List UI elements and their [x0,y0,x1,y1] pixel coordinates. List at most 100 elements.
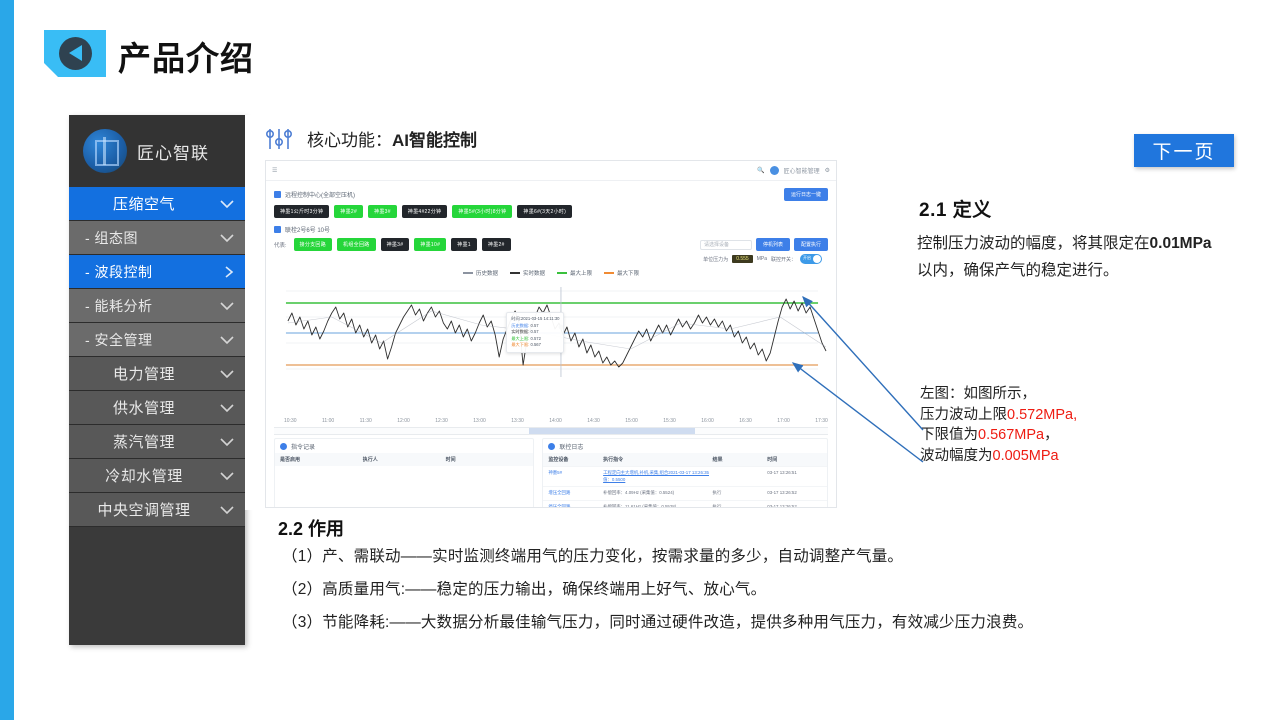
circuit-chip[interactable]: 机组全回路 [337,238,376,251]
sidebar-item-hvac-management[interactable]: 中央空调管理 [69,493,245,527]
topbar-user: 匠心智能管理 [783,169,820,175]
device-filter-select[interactable]: 请选择设备 [699,239,752,250]
legend-item[interactable]: 最大上限 [557,269,592,277]
command-record-header: 是否启用 执行人 时间 [275,453,534,466]
sidebar-item-energy-analysis[interactable]: - 能耗分析 [69,289,245,323]
record-marker-icon [280,443,287,450]
left-accent-bar [0,0,14,720]
run-log-button[interactable]: 运行日志一键 [783,188,828,201]
sidebar-item-safety-management[interactable]: - 安全管理 [69,323,245,357]
section-2-controls: 请选择设备 停机列表 配置执行 [699,238,828,251]
column-header: 结果 [712,457,723,463]
tooltip-key: 实时数据: [511,329,530,334]
sidebar-item-label: 电力管理 [112,366,175,383]
section-1-title-text: 远程控制中心(全部空压机) [285,193,355,199]
unit-pressure-unit: MPa [756,256,767,262]
sidebar-item-power-management[interactable]: 电力管理 [69,357,245,391]
cell-result: 执行 [712,503,722,508]
legend-item[interactable]: 历史数据 [462,269,498,277]
table-row[interactable]: 停压全回路 补偿回率：11.61Hz (采集值：0.5528) 执行 03-17… [543,499,827,508]
column-header: 执行指令 [603,457,624,463]
tooltip-key: 历史数据: [511,322,530,328]
x-tick: 16:00 [701,418,714,424]
sidebar-item-steam-management[interactable]: 蒸汽管理 [69,425,245,459]
search-icon[interactable]: 🔍 [757,168,765,174]
circuit-chip[interactable]: 神墨2# [481,238,511,251]
cell-time: 03-17 13:26:52 [767,503,797,508]
unit-pressure-meta: 单位压力为 0.555 MPa 联控开关： 开启 [274,251,828,264]
x-tick: 13:30 [511,418,524,424]
column-header: 时间 [445,457,456,463]
legend-item[interactable]: 实时数据 [509,269,545,277]
x-tick: 12:00 [397,418,410,424]
tooltip-value: 0.57 [530,329,539,334]
gear-icon[interactable]: ⚙ [824,168,830,174]
device-chip[interactable]: 神墨4#22分钟 [401,205,448,218]
sidebar-item-band-control[interactable]: - 波段控制 [69,255,245,289]
column-header: 时间 [767,457,778,463]
chevron-right-icon [223,265,235,279]
sidebar-item-water-supply-management[interactable]: 供水管理 [69,391,245,425]
chevron-down-icon [219,369,235,379]
note-line-1: 左图：如图所示， [920,386,1036,402]
device-chip[interactable]: 神墨5#(3小时)8分钟 [452,205,513,218]
pressure-chart: 历史数据 实时数据 最大上限 最大下限 [272,267,830,417]
section-2-title: 联栓2号6号 10号 [274,225,828,234]
sidebar-item-compressed-air[interactable]: 压缩空气 [69,187,245,221]
config-execute-button[interactable]: 配置执行 [793,238,828,251]
sidebar-item-label: 蒸汽管理 [112,434,175,451]
tooltip-key: 最大下限: [511,342,530,347]
x-tick: 10:30 [284,418,297,424]
sidebar-item-cooling-water-management[interactable]: 冷却水管理 [69,459,245,493]
next-page-button[interactable]: 下一页 [1134,134,1234,167]
chart-range-slider[interactable] [274,427,828,435]
x-tick: 15:00 [625,418,638,424]
cell-command: 补偿回率：4.09Hz (采集值：0.5524) [603,490,675,496]
link-log-table: 联控日志 监控设备 执行指令 结果 时间 神墨5# 工程定向主大增机,补机,采集… [542,438,828,508]
column-header: 是否启用 [280,457,301,463]
dashboard-tables: 指令记录 是否启用 执行人 时间 联控日志 监控设备 执行指令 结果 时间 [266,435,836,508]
sidebar-menu: 压缩空气 - 组态图 - 波段控制 - 能耗分析 [69,187,245,527]
note-line-3-suffix: ， [1044,427,1059,444]
link-switch-toggle[interactable]: 开启 [800,254,822,264]
list-item: （3）节能降耗:——大数据分析最佳输气压力，同时通过硬件改造，提供多种用气压力，… [282,614,1034,632]
unit-pressure-value: 0.555 [732,255,753,263]
device-chip[interactable]: 神墨1公斤时3分钟 [274,205,330,218]
note-line-4-value: 0.005MPa [992,447,1059,464]
circuit-chip[interactable]: 神墨3# [380,238,410,251]
legend-label: 最大下限 [617,271,640,277]
avatar[interactable] [769,166,779,175]
chart-range-selection[interactable] [528,428,696,434]
unit-pressure-label: 单位压力为 [703,256,729,263]
menu-icon[interactable]: ☰ [272,168,278,174]
circuit-chip[interactable]: 接分支回路 [293,238,333,251]
cell-device: 增压全回路 [548,490,571,496]
section-2-2-list: （1）产、需联动——实时监测终端用气的压力变化，按需求量的多少，自动调整产气量。… [282,545,1222,644]
device-chip[interactable]: 神墨2# [334,205,364,218]
table-row[interactable]: 神墨5# 工程定向主大增机,补机,采集,组合2021-03-17 13:26:3… [543,466,827,486]
stop-list-button[interactable]: 停机列表 [755,238,790,251]
circuit-chip[interactable]: 神墨10# [414,238,447,251]
section-2-1-heading: 2.1 定义 [919,200,992,221]
device-chip[interactable]: 神墨3# [368,205,397,218]
section-marker-icon [274,191,281,198]
cell-result [713,470,768,483]
circuit-chip[interactable]: 神墨1 [451,238,477,251]
title-badge-icon [44,30,106,77]
x-tick: 15:30 [663,418,676,424]
device-chip[interactable]: 神墨6#(3天2小时) [517,205,573,218]
chart-tooltip: 时间:2021-03-15 14:11:30 历史数据: 0.57 实时数据: … [506,312,565,353]
table-row[interactable]: 增压全回路 补偿回率：4.09Hz (采集值：0.5524) 执行 03-17 … [543,486,827,500]
x-tick: 13:00 [473,418,486,424]
x-tick: 11:30 [359,418,372,424]
legend-item[interactable]: 最大下限 [604,269,639,277]
brand-name: 匠心智联 [137,143,209,163]
column-header: 执行人 [362,457,378,463]
link-log-header: 监控设备 执行指令 结果 时间 [543,453,827,466]
chevron-down-icon [219,335,235,345]
sidebar-item-configuration-diagram[interactable]: - 组态图 [69,221,245,255]
topbar-right: 🔍 匠心智能管理 ⚙ [757,166,830,175]
list-item: （1）产、需联动——实时监测终端用气的压力变化，按需求量的多少，自动调整产气量。 [282,548,904,565]
cell-command[interactable]: 工程定向主大增机,补机,采集,组合2021-03-17 13:26:35 值：0… [603,470,709,482]
list-item: （2）高质量用气:——稳定的压力输出，确保终端用上好气、放心气。 [282,581,767,599]
